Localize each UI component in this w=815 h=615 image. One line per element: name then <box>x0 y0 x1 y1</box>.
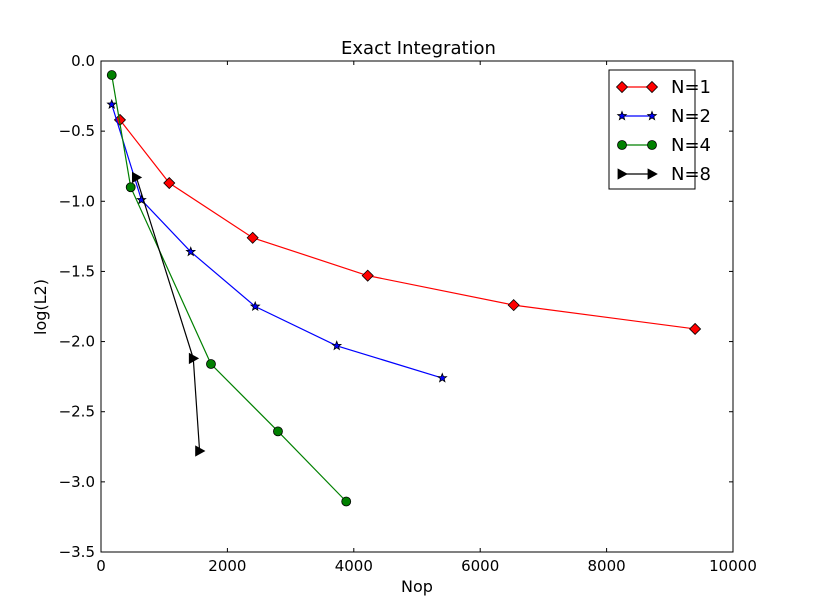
legend-label: N=8 <box>671 164 711 185</box>
legend-label: N=1 <box>671 77 711 98</box>
series-N=8 <box>131 171 206 457</box>
data-point <box>195 445 206 457</box>
y-tick-label: −2.0 <box>59 333 95 351</box>
y-tick-label: −0.5 <box>59 122 95 140</box>
x-tick-label: 0 <box>96 557 106 575</box>
data-point <box>246 231 259 244</box>
data-point <box>436 372 448 383</box>
data-point <box>341 496 352 507</box>
data-point <box>273 426 283 437</box>
data-point <box>507 299 520 312</box>
chart-title: Exact Integration <box>341 38 496 59</box>
x-tick-label: 2000 <box>208 557 246 575</box>
legend-item: N=8 <box>617 164 711 185</box>
data-point <box>185 246 197 257</box>
legend-marker <box>646 110 658 121</box>
data-point <box>689 322 702 336</box>
legend-marker <box>615 80 629 94</box>
data-point <box>249 300 261 312</box>
data-point <box>361 269 374 282</box>
x-tick-label: 4000 <box>335 557 373 575</box>
legend-marker <box>616 110 628 121</box>
data-point <box>125 182 136 193</box>
y-axis-title: log(L2) <box>31 279 50 335</box>
legend-item: N=1 <box>615 77 711 98</box>
y-tick-label: −3.5 <box>59 543 95 561</box>
x-axis-title: Nop <box>401 577 433 596</box>
y-tick-label: −3.0 <box>59 473 95 491</box>
data-point <box>206 359 216 369</box>
x-tick-label: 8000 <box>588 557 626 575</box>
legend: N=1 N=2 N=4 N=8 <box>608 69 711 190</box>
legend-item: N=4 <box>617 135 711 156</box>
y-tick-label: −1.0 <box>59 192 95 210</box>
legend-marker <box>617 140 627 150</box>
series-N=1 <box>113 113 702 336</box>
legend-marker <box>617 168 628 180</box>
series-line <box>119 119 696 330</box>
series-line <box>111 104 443 379</box>
data-point <box>136 194 147 205</box>
legend-marker <box>647 140 657 150</box>
data-point <box>188 352 200 365</box>
data-point <box>106 98 118 110</box>
series-N=4 <box>106 70 352 507</box>
data-point <box>131 171 143 184</box>
legend-item: N=2 <box>616 106 711 127</box>
data-point <box>163 176 176 190</box>
legend-label: N=4 <box>671 135 711 156</box>
data-point <box>106 70 117 80</box>
x-tick-label: 10000 <box>709 557 757 575</box>
y-tick-label: 0.0 <box>71 52 95 70</box>
legend-label: N=2 <box>671 106 711 127</box>
legend-marker <box>645 80 659 94</box>
x-tick-label: 6000 <box>461 557 499 575</box>
series-N=2 <box>106 98 448 383</box>
y-tick-label: −2.5 <box>59 403 95 421</box>
legend-marker <box>647 168 658 180</box>
data-point <box>331 340 343 351</box>
y-tick-label: −1.5 <box>59 262 95 280</box>
